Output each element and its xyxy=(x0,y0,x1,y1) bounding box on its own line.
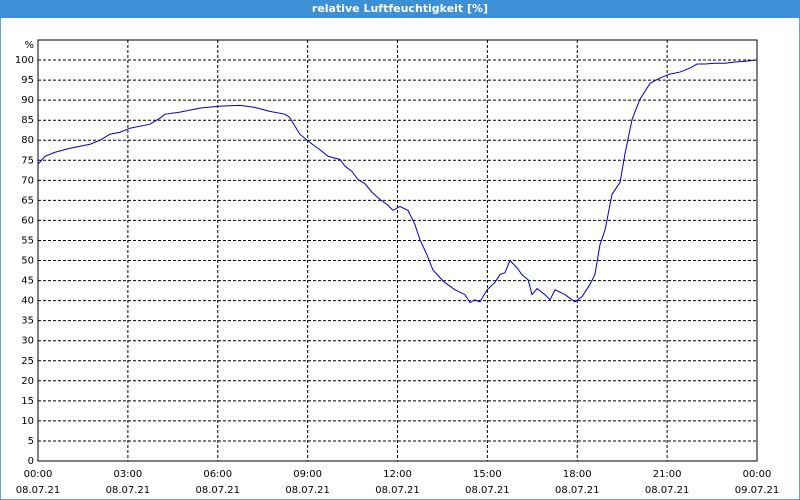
x-tick-date: 08.07.21 xyxy=(465,485,510,496)
y-tick-label: 15 xyxy=(21,396,34,407)
x-tick-date: 08.07.21 xyxy=(285,485,330,496)
x-tick-label: 12:00 xyxy=(383,469,412,480)
y-tick-label: 65 xyxy=(21,195,34,206)
y-unit: % xyxy=(24,40,34,51)
x-tick-label: 18:00 xyxy=(563,469,592,480)
y-tick-label: 100 xyxy=(15,55,34,66)
y-tick-label: 55 xyxy=(21,235,34,246)
y-tick-label: 25 xyxy=(21,356,34,367)
x-tick-label: 21:00 xyxy=(653,469,682,480)
y-tick-label: 0 xyxy=(28,456,34,467)
y-tick-label: 45 xyxy=(21,276,34,287)
x-tick-date: 09.07.21 xyxy=(735,485,780,496)
plot-frame xyxy=(37,39,758,462)
x-tick-label: 09:00 xyxy=(293,469,322,480)
title-bar xyxy=(0,0,800,18)
x-tick-date: 08.07.21 xyxy=(106,485,151,496)
x-tick-label: 00:00 xyxy=(24,469,53,480)
y-tick-label: 50 xyxy=(21,256,34,267)
y-tick-label: 75 xyxy=(21,155,34,166)
x-tick-date: 08.07.21 xyxy=(375,485,420,496)
y-tick-label: 5 xyxy=(28,436,34,447)
y-tick-label: 80 xyxy=(21,135,34,146)
y-tick-label: 10 xyxy=(21,416,34,427)
x-tick-date: 08.07.21 xyxy=(195,485,240,496)
y-tick-label: 95 xyxy=(21,75,34,86)
x-tick-label: 00:00 xyxy=(743,469,772,480)
x-tick-date: 08.07.21 xyxy=(645,485,690,496)
x-tick-date: 08.07.21 xyxy=(555,485,600,496)
y-tick-label: 85 xyxy=(21,115,34,126)
y-tick-label: 90 xyxy=(21,95,34,106)
y-tick-label: 35 xyxy=(21,316,34,327)
y-tick-label: 40 xyxy=(21,296,34,307)
y-tick-label: 20 xyxy=(21,376,34,387)
chart-title: relative Luftfeuchtigkeit [%] xyxy=(312,2,488,15)
y-tick-label: 30 xyxy=(21,336,34,347)
y-tick-label: 60 xyxy=(21,215,34,226)
x-tick-label: 06:00 xyxy=(203,469,232,480)
x-tick-label: 03:00 xyxy=(113,469,142,480)
y-tick-label: 70 xyxy=(21,175,34,186)
x-tick-date: 08.07.21 xyxy=(16,485,61,496)
x-tick-label: 15:00 xyxy=(473,469,502,480)
data-line xyxy=(37,59,758,304)
